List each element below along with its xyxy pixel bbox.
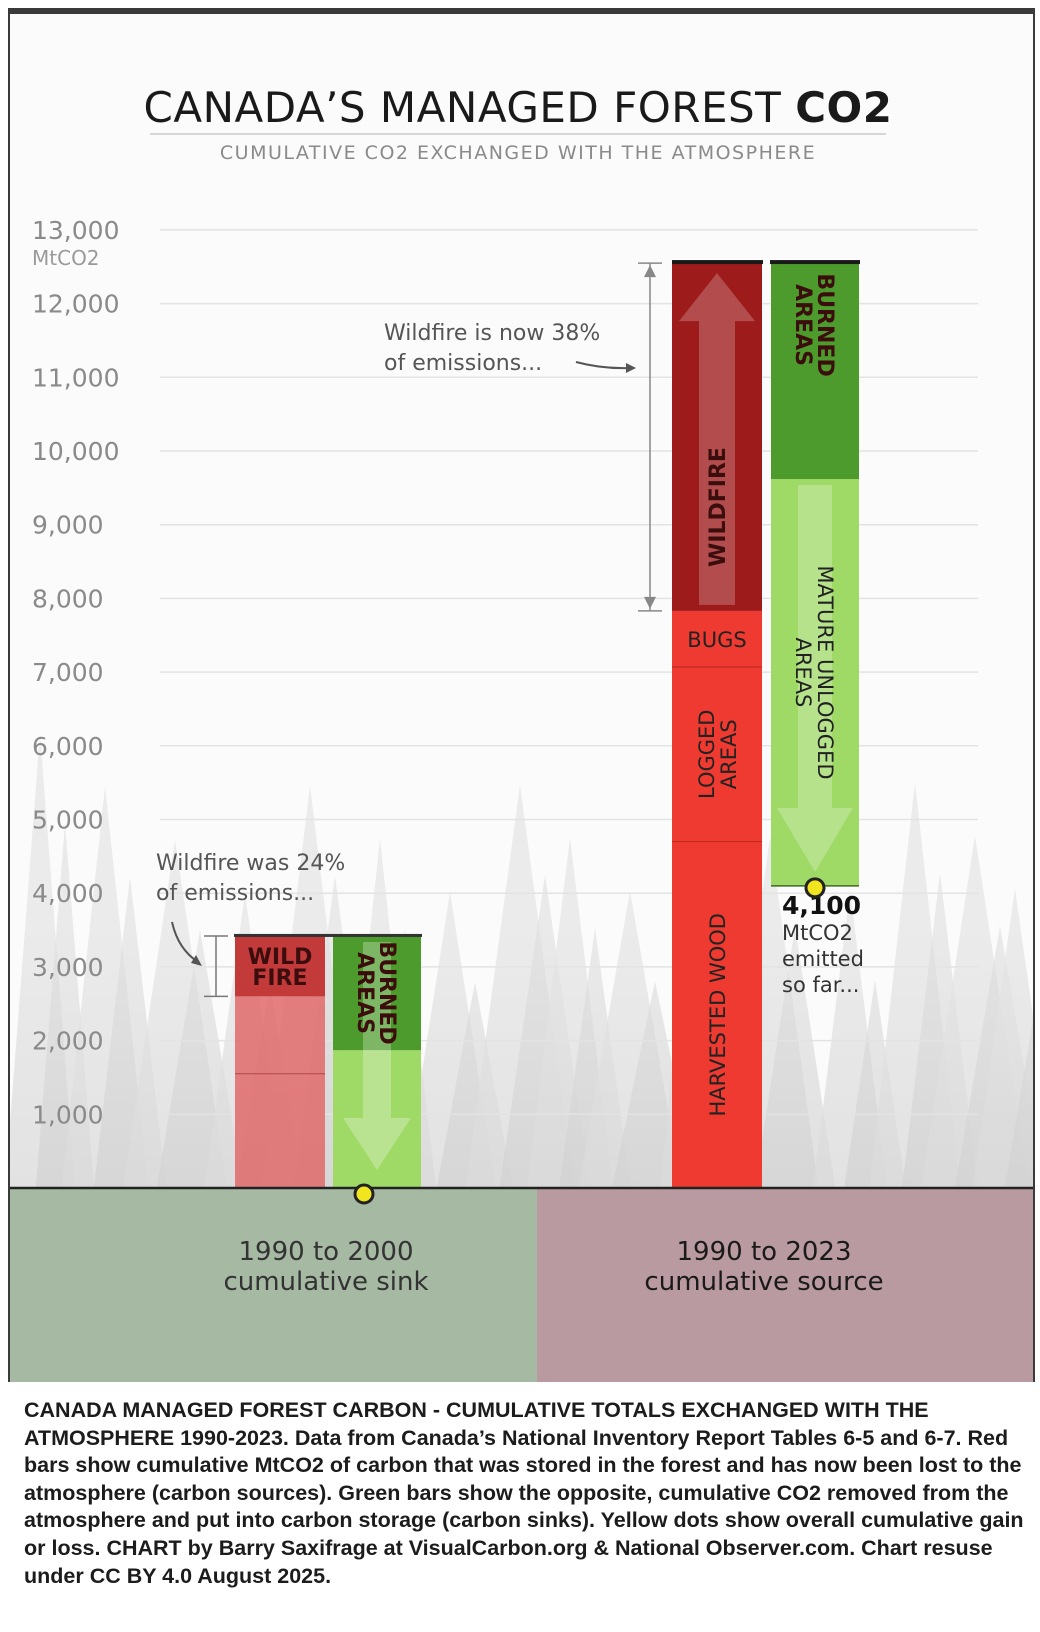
- y-tick-label: 2,000: [32, 1027, 104, 1056]
- bar-segment-wildfire: [672, 263, 762, 611]
- segment-label: WILD: [248, 945, 313, 970]
- bracket-arrowhead: [644, 596, 656, 609]
- region-label-source: cumulative source: [644, 1267, 883, 1297]
- bar-cap: [770, 260, 860, 265]
- chart-subtitle: CUMULATIVE CO2 EXCHANGED WITH THE ATMOSP…: [220, 142, 816, 164]
- net-total-label: so far...: [782, 973, 859, 997]
- region-label-source: 1990 to 2023: [677, 1237, 852, 1267]
- segment-label-line: MATURE UNLOGGED: [813, 565, 837, 779]
- annotation-early: of emissions...: [156, 881, 314, 906]
- y-tick-label: 13,000: [32, 216, 119, 245]
- y-axis: 13,000 12,000 11,000 10,000 9,000 8,000 7,000 6…: [32, 216, 119, 1129]
- annotation-arrow: [575, 361, 631, 370]
- annotation-arrowhead: [191, 955, 202, 966]
- y-tick-label: 10,000: [32, 437, 119, 466]
- segment-label: HARVESTED WOOD: [706, 913, 730, 1116]
- annotations: Wildfire was 24% of emissions... Wildfire …: [156, 262, 864, 998]
- segment-label-line: AREAS: [352, 952, 377, 1034]
- segment-label-line: HARVESTED WOOD: [706, 913, 730, 1116]
- y-tick-label: 7,000: [32, 658, 104, 687]
- chart-title: CANADA’S MANAGED FOREST CO2: [144, 83, 893, 132]
- segment-label-line: WILDFIRE: [706, 447, 731, 567]
- segment-label-line: BURNED: [812, 273, 837, 376]
- bar-segment-sink: [771, 479, 859, 886]
- net-dot-early: [353, 1183, 375, 1205]
- net-dots: [353, 877, 826, 1205]
- y-tick-label: 11,000: [32, 363, 119, 392]
- segment-label-line: LOGGED: [695, 710, 719, 799]
- y-tick-label: 6,000: [32, 732, 104, 761]
- annotation-arrowhead: [626, 363, 636, 373]
- bar-segment-burned: [333, 935, 421, 1051]
- segment-label-line: BURNED: [374, 941, 399, 1044]
- segment-label: FIRE: [252, 966, 307, 991]
- region-label-sink: 1990 to 2000: [239, 1237, 414, 1267]
- net-total-label: emitted: [782, 947, 864, 971]
- bar-segment-burned: [771, 263, 859, 480]
- chart-caption: CANADA MANAGED FOREST CARBON - CUMULATIV…: [24, 1398, 1024, 1588]
- source-arrow: [679, 273, 755, 605]
- chart-canvas: CANADA’S MANAGED FOREST CO2 CUMULATIVE C…: [10, 83, 1033, 1382]
- bar-cap: [234, 933, 422, 937]
- bar-segment-wildfire: [235, 935, 325, 997]
- chart-frame: CANADA’S MANAGED FOREST CO2 CUMULATIVE C…: [8, 8, 1035, 1382]
- region-label-sink: cumulative sink: [223, 1267, 428, 1297]
- fog-overlay: [10, 614, 1033, 1194]
- sink-arrow: [343, 941, 411, 1170]
- annotation-early: Wildfire was 24%: [156, 851, 345, 876]
- bar-segment-source: [672, 610, 762, 1188]
- segment-label: WILDFIRE: [706, 447, 731, 567]
- sink-arrow: [777, 485, 853, 872]
- bracket-arrowhead: [644, 265, 656, 278]
- annotation-late: of emissions...: [384, 351, 542, 376]
- y-tick-label: 4,000: [32, 879, 104, 908]
- segment-label-line: AREAS: [791, 637, 815, 707]
- y-tick-label: 8,000: [32, 584, 104, 613]
- y-tick-label: 1,000: [32, 1100, 104, 1129]
- y-tick-label: 12,000: [32, 290, 119, 319]
- annotation-late: Wildfire is now 38%: [384, 321, 600, 346]
- y-axis-unit: MtCO2: [32, 246, 100, 270]
- net-total-label: MtCO2: [782, 921, 853, 945]
- bar-segment-sink: [333, 1050, 421, 1188]
- bar-cap: [672, 260, 763, 265]
- net-dot-late: [804, 877, 826, 899]
- source-region-panel: [537, 1188, 1033, 1382]
- segment-label: BUGS: [687, 628, 746, 652]
- y-tick-label: 5,000: [32, 806, 104, 835]
- y-tick-label: 3,000: [32, 953, 104, 982]
- bar-segment-source: [235, 996, 325, 1188]
- segment-label-line: AREAS: [717, 719, 741, 789]
- sink-region-panel: [10, 1188, 537, 1382]
- segment-label-line: AREAS: [790, 284, 815, 366]
- y-tick-label: 9,000: [32, 511, 104, 540]
